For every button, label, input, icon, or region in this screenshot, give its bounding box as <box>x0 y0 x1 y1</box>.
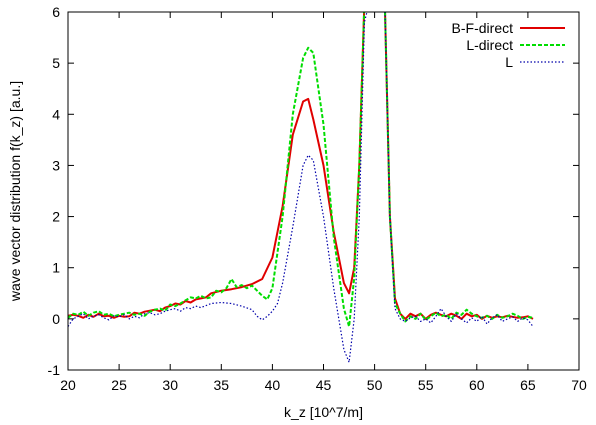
x-axis-title: k_z [10^7/m] <box>284 404 363 420</box>
y-axis-title: wave vector distribution f(k_z) [a.u.] <box>7 81 23 302</box>
y-tick-label: 3 <box>52 157 60 173</box>
x-tick-label: 70 <box>571 377 587 393</box>
y-tick-label: -1 <box>48 362 61 378</box>
x-tick-label: 60 <box>469 377 485 393</box>
x-tick-label: 20 <box>60 377 76 393</box>
x-tick-label: 50 <box>367 377 383 393</box>
legend-label: B-F-direct <box>452 20 514 36</box>
series-line-b-f-direct <box>68 12 534 320</box>
x-tick-label: 25 <box>111 377 127 393</box>
x-tick-label: 55 <box>418 377 434 393</box>
plot-lines <box>68 12 534 363</box>
y-tick-label: 4 <box>52 106 60 122</box>
x-tick-label: 40 <box>265 377 281 393</box>
series-line-l <box>68 12 534 363</box>
x-axis-ticks: 20 25 30 35 40 45 50 55 60 65 70 <box>60 12 587 393</box>
y-tick-label: 1 <box>52 260 60 276</box>
y-tick-label: 0 <box>52 311 60 327</box>
x-tick-label: 35 <box>214 377 230 393</box>
y-tick-label: 5 <box>52 55 60 71</box>
legend-label: L-direct <box>466 37 513 53</box>
x-tick-label: 30 <box>162 377 178 393</box>
x-tick-label: 65 <box>520 377 536 393</box>
y-tick-label: 6 <box>52 4 60 20</box>
x-tick-label: 45 <box>316 377 332 393</box>
y-axis-ticks: -1 0 1 2 3 4 5 6 <box>48 4 579 378</box>
y-tick-label: 2 <box>52 209 60 225</box>
series-line-l-direct <box>68 12 534 328</box>
legend-label: L <box>505 54 513 70</box>
